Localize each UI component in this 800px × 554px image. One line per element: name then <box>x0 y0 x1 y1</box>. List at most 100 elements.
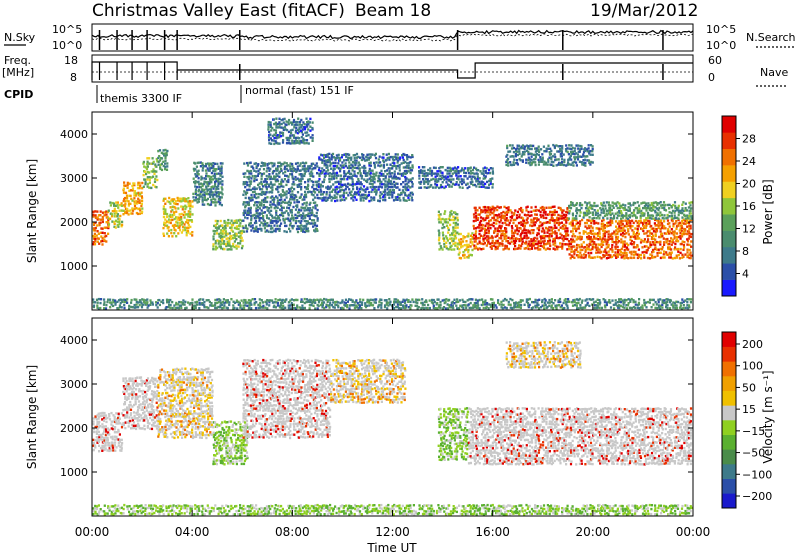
heatmap-cell <box>605 243 608 246</box>
heatmap-cell <box>295 126 298 129</box>
heatmap-cell <box>466 169 470 172</box>
heatmap-cell <box>496 214 499 217</box>
heatmap-cell <box>213 224 216 228</box>
heatmap-cell <box>478 185 481 188</box>
heatmap-cell <box>648 234 651 237</box>
heatmap-cell <box>555 236 558 240</box>
heatmap-cell <box>168 200 171 204</box>
heatmap-cell <box>187 301 190 304</box>
heatmap-cell <box>625 208 628 212</box>
heatmap-cell <box>278 219 282 222</box>
heatmap-cell <box>551 240 555 243</box>
heatmap-cell <box>287 212 290 215</box>
heatmap-cell <box>638 222 641 225</box>
heatmap-cell <box>164 162 167 165</box>
heatmap-cell <box>380 304 383 307</box>
heatmap-cell <box>446 178 449 181</box>
heatmap-cell <box>171 300 174 304</box>
heatmap-cell <box>535 149 538 153</box>
heatmap-cell <box>614 247 617 251</box>
heatmap-cell <box>216 301 219 305</box>
heatmap-cell <box>644 204 648 207</box>
heatmap-cell <box>400 162 403 165</box>
heatmap-cell <box>137 207 140 211</box>
heatmap-cell <box>449 169 452 173</box>
heatmap-cell <box>584 211 587 215</box>
heatmap-cell <box>101 243 104 246</box>
heatmap-cell <box>346 300 349 303</box>
heatmap-cell <box>452 228 455 232</box>
heatmap-cell <box>248 304 251 307</box>
heatmap-cell <box>591 240 594 243</box>
heatmap-cell <box>177 207 180 210</box>
heatmap-cell <box>342 307 345 310</box>
heatmap-cell <box>235 299 238 302</box>
heatmap-cell <box>557 223 560 227</box>
heatmap-cell <box>300 193 303 196</box>
heatmap-cell <box>264 193 267 196</box>
heatmap-cell <box>578 222 582 226</box>
heatmap-cell <box>640 257 643 260</box>
heatmap-cell <box>332 156 335 159</box>
heatmap-cell <box>194 199 197 202</box>
heatmap-cell <box>262 206 265 209</box>
heatmap-cell <box>688 253 691 256</box>
heatmap-cell <box>373 185 376 189</box>
heatmap-cell <box>292 180 295 184</box>
heatmap-cell <box>663 225 666 228</box>
heatmap-cell <box>526 217 529 220</box>
heatmap-cell <box>508 221 511 225</box>
heatmap-cell <box>342 166 345 169</box>
heatmap-cell <box>293 140 296 143</box>
heatmap-cell <box>118 203 121 207</box>
heatmap-cell <box>510 229 514 233</box>
heatmap-cell <box>511 231 514 235</box>
heatmap-cell <box>201 198 204 202</box>
heatmap-cell <box>498 230 501 233</box>
heatmap-cell <box>565 213 568 217</box>
heatmap-cell <box>616 235 620 239</box>
heatmap-cell <box>239 306 242 309</box>
heatmap-cell <box>681 211 684 215</box>
heatmap-cell <box>675 254 678 257</box>
heatmap-cell <box>380 186 384 189</box>
heatmap-cell <box>332 183 335 186</box>
heatmap-cell <box>102 303 106 306</box>
heatmap-cell <box>400 172 403 176</box>
heatmap-cell <box>633 241 636 244</box>
heatmap-cell <box>476 172 479 176</box>
heatmap-cell <box>198 195 201 198</box>
heatmap-cell <box>558 161 561 165</box>
heatmap-cell <box>533 158 536 161</box>
heatmap-cell <box>268 130 271 134</box>
heatmap-cell <box>651 232 654 235</box>
heatmap-cell <box>162 164 165 168</box>
heatmap-cell <box>231 230 235 233</box>
heatmap-cell <box>476 209 479 212</box>
heatmap-cell <box>344 174 347 177</box>
heatmap-cell <box>208 300 211 304</box>
heatmap-cell <box>618 253 621 256</box>
heatmap-cell <box>321 199 324 202</box>
heatmap-cell <box>454 234 457 238</box>
heatmap-cell <box>588 226 591 230</box>
heatmap-cell <box>609 209 612 212</box>
heatmap-cell <box>562 239 565 242</box>
heatmap-cell <box>570 250 573 253</box>
heatmap-cell <box>294 162 298 165</box>
heatmap-cell <box>220 186 223 189</box>
heatmap-cell <box>282 185 285 188</box>
heatmap-cell <box>594 232 597 236</box>
heatmap-cell <box>332 177 335 180</box>
heatmap-cell <box>332 188 335 191</box>
heatmap-cell <box>274 227 277 231</box>
heatmap-cell <box>275 169 278 172</box>
heatmap-cell <box>689 224 692 227</box>
heatmap-cell <box>301 214 304 218</box>
heatmap-cell <box>615 240 618 243</box>
heatmap-cell <box>522 219 526 222</box>
heatmap-cell <box>192 167 195 171</box>
heatmap-cell <box>244 182 247 185</box>
heatmap-cell <box>673 211 676 214</box>
heatmap-cell <box>356 186 359 189</box>
